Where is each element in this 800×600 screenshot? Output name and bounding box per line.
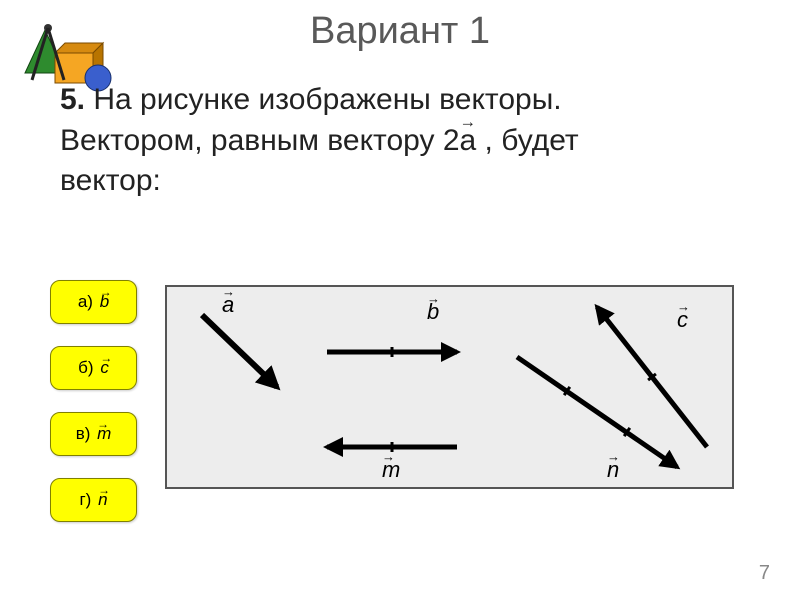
vector-a-symbol: a [460, 121, 477, 162]
answer-option-g[interactable]: г) n [50, 478, 137, 522]
answer-option-v[interactable]: в) m [50, 412, 137, 456]
page-number: 7 [759, 562, 770, 585]
svg-text:→: → [222, 287, 235, 299]
svg-text:→: → [677, 299, 690, 314]
answer-a-key: а) [78, 292, 93, 312]
answer-option-a[interactable]: а) b [50, 280, 137, 324]
svg-text:→: → [427, 291, 440, 306]
question-line3: вектор: [60, 164, 161, 197]
question-line2-pre: Вектором, равным вектору 2 [60, 124, 460, 157]
answer-v-vec: m [97, 424, 111, 444]
answer-v-key: в) [76, 424, 91, 444]
question-number: 5. [60, 83, 85, 116]
question-text: 5. На рисунке изображены векторы. Вектор… [60, 80, 760, 202]
vector-figure: a→b→m→n→c→ [165, 285, 734, 489]
question-line2-post: , будет [476, 124, 578, 157]
answer-a-vec: b [100, 292, 109, 312]
answer-b-key: б) [78, 358, 93, 378]
answer-option-b[interactable]: б) c [50, 346, 137, 390]
answer-b-vec: c [100, 358, 109, 378]
svg-text:→: → [607, 449, 620, 464]
svg-text:→: → [382, 449, 395, 464]
answer-g-key: г) [79, 490, 91, 510]
answer-g-vec: n [98, 490, 107, 510]
answer-list: а) b б) c в) m г) n [50, 280, 137, 544]
variant-title: Вариант 1 [0, 10, 800, 53]
question-line1: На рисунке изображены векторы. [85, 83, 562, 116]
